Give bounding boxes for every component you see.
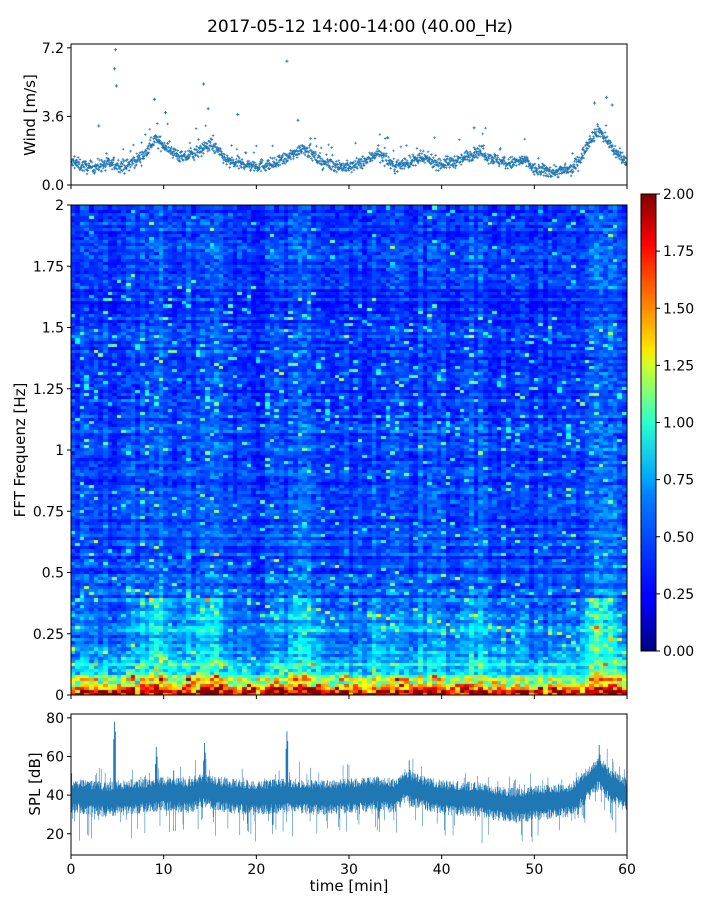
spectrogram-y-tick-label: 0 (55, 688, 64, 704)
spectrogram-y-tick-label: 0.75 (33, 504, 64, 520)
spl-x-ticks: 0 10 20 30 40 50 60 (67, 855, 636, 878)
wind-y-tick-label: 0.0 (42, 178, 64, 194)
wind-peak-point (472, 126, 476, 130)
wind-peak-point (113, 48, 118, 52)
spectrogram-y-axis-label: FFT Frequenz [Hz] (11, 383, 29, 518)
spl-x-tick-label: 30 (340, 862, 358, 878)
spl-line-series (71, 721, 627, 844)
spl-spike (597, 744, 601, 772)
spectrogram-y-tick-label: 0.5 (42, 566, 64, 582)
wind-y-ticks: 0.0 3.6 7.2 (42, 41, 71, 194)
wind-peak-point (296, 118, 300, 122)
wind-peak-point (112, 67, 117, 71)
spl-spike (113, 721, 116, 798)
spl-spike (407, 760, 411, 788)
wind-peak-point (236, 112, 240, 117)
spl-y-tick-label: 60 (46, 749, 64, 765)
spectrogram-heatmap-container (71, 205, 627, 695)
wind-peak-point (152, 97, 156, 101)
spl-x-tick-label: 0 (67, 862, 76, 878)
colorbar-tick-label: 0.50 (663, 530, 694, 546)
wind-peak-point (206, 107, 210, 111)
spl-trace (71, 748, 627, 844)
spectrogram-heatmap (71, 205, 627, 695)
spectrogram-y-tick-label: 1.5 (42, 321, 64, 337)
colorbar-tick-label: 1.25 (663, 358, 694, 374)
spectrogram-y-tick-label: 1 (55, 443, 64, 459)
spectrogram-x-ticks (70, 695, 628, 699)
colorbar-tick-label: 1.75 (663, 244, 694, 260)
wind-scatter-markers (71, 122, 627, 179)
spl-x-tick-label: 50 (525, 862, 543, 878)
spl-x-tick-label: 10 (155, 862, 173, 878)
spectrogram-y-tick-label: 0.25 (33, 627, 64, 643)
spl-y-axis-label: SPL [dB] (26, 752, 44, 815)
spectrogram-y-ticks: 0 0.25 0.5 0.75 1 1.25 1.5 1.75 2 (33, 198, 71, 704)
colorbar-tick-label: 0.75 (663, 473, 694, 489)
spl-y-tick-label: 80 (46, 711, 64, 727)
colorbar-tick-label: 0.25 (663, 587, 694, 603)
spl-x-axis-label: time [min] (310, 877, 389, 895)
spectrogram-y-tick-label: 1.75 (33, 259, 64, 275)
wind-peak-point (163, 110, 168, 115)
spectrogram-y-tick-label: 1.25 (33, 382, 64, 398)
wind-peak-point (97, 124, 101, 128)
spl-spike (285, 731, 289, 796)
colorbar: 0.00 0.25 0.50 0.75 1.00 1.25 1.50 1.75 2.00 (640, 187, 694, 660)
spl-spike (203, 742, 206, 791)
colorbar-ticks: 0.00 0.25 0.50 0.75 1.00 1.25 1.50 1.75 2.00 (656, 187, 694, 660)
wind-peak-point (592, 101, 597, 105)
spl-y-ticks: 20 40 60 80 (46, 711, 71, 843)
spl-x-tick-label: 40 (433, 862, 451, 878)
wind-peak-point (610, 103, 614, 107)
wind-peak-point (605, 95, 609, 99)
colorbar-tick-label: 1.00 (663, 416, 694, 432)
wind-y-axis-label: Wind [m/s] (21, 74, 39, 156)
colorbar-tick-label: 0.00 (663, 644, 694, 660)
wind-y-tick-label: 3.6 (42, 109, 64, 125)
wind-x-ticks (70, 185, 628, 189)
wind-y-tick-label: 7.2 (42, 41, 64, 57)
spl-spike (155, 746, 158, 794)
figure-title: 2017-05-12 14:00-14:00 (40.00_Hz) (207, 17, 513, 37)
spectrogram-y-tick-label: 2 (55, 198, 64, 214)
colorbar-tick-label: 1.50 (663, 301, 694, 317)
spl-panel: 20 40 60 80 0 10 20 30 40 50 60 SPL [dB] time [mi… (26, 711, 636, 895)
wind-panel: 0.0 3.6 7.2 Wind [m/s] (21, 41, 628, 194)
spl-y-tick-label: 20 (46, 827, 64, 843)
wind-scatter-series (71, 48, 627, 179)
colorbar-tick-label: 2.00 (663, 187, 694, 203)
colorbar-gradient (641, 194, 656, 651)
spectrogram-panel: 0 0.25 0.5 0.75 1 1.25 1.5 1.75 2 FFT Frequenz [… (11, 198, 628, 704)
spl-y-tick-label: 40 (46, 788, 64, 804)
wind-peak-point (285, 59, 289, 63)
spl-x-tick-label: 60 (618, 862, 636, 878)
spl-x-tick-label: 20 (247, 862, 265, 878)
wind-peak-point (114, 84, 119, 88)
wind-peak-point (201, 82, 206, 86)
